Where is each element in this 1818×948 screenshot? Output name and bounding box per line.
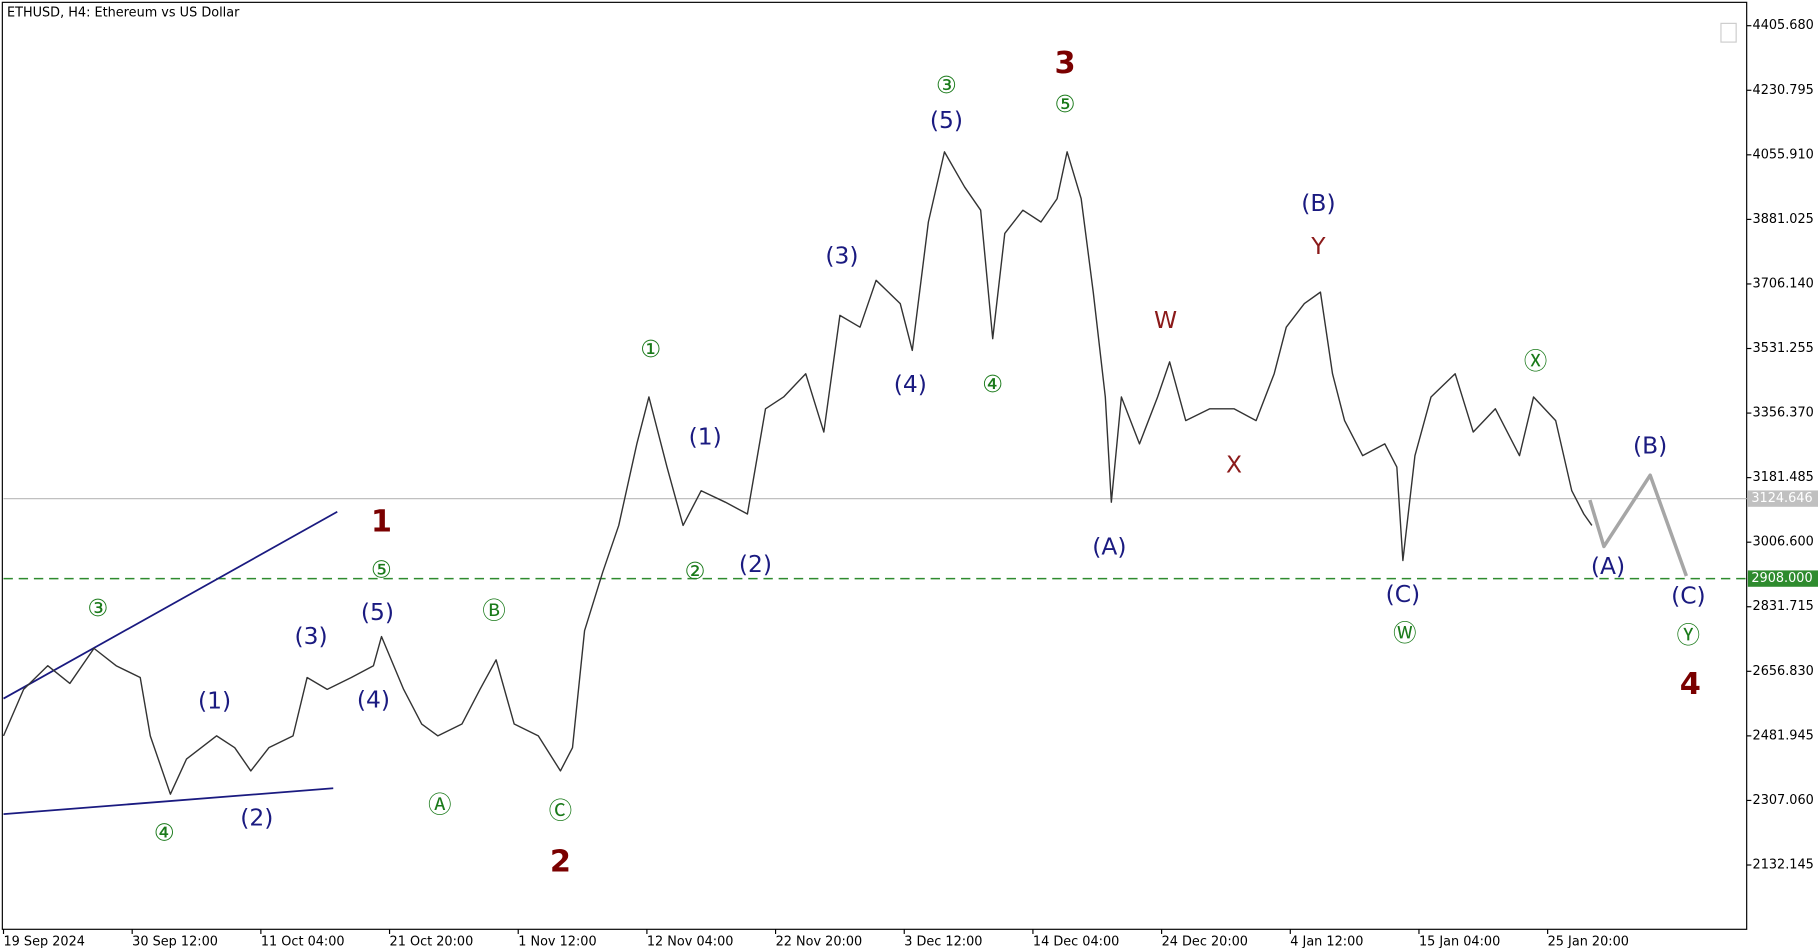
y-tick-label: 4405.680 (1753, 18, 1814, 33)
wave-label: X (1226, 451, 1242, 479)
x-tick-label: 4 Jan 12:00 (1290, 935, 1363, 948)
wave-label: (B) (1633, 432, 1667, 460)
wave-label: (4) (357, 685, 390, 713)
wave-label: Ⓑ (482, 596, 505, 624)
trendline (3, 511, 338, 700)
y-tick-label: 4230.795 (1753, 83, 1814, 98)
y-tick-label: 4055.910 (1753, 147, 1814, 162)
wave-label: Ⓨ (1677, 621, 1700, 649)
price-level-label: 2908.000 (1751, 571, 1812, 586)
wave-label: ⑤ (371, 556, 392, 584)
wave-label: (C) (1386, 580, 1421, 608)
wave-label: (3) (825, 242, 858, 270)
toolbar-icon[interactable] (1720, 22, 1737, 43)
price-level-box (1747, 570, 1818, 587)
price-level-box (1747, 490, 1818, 507)
x-tick-label: 19 Sep 2024 (4, 935, 85, 948)
wave-label: 3 (1055, 46, 1076, 81)
wave-label: Ⓐ (428, 790, 451, 818)
wave-label: (1) (689, 422, 722, 450)
wave-label: Ⓧ (1524, 347, 1547, 375)
wave-label: ③ (936, 71, 957, 99)
y-tick-label: 2481.945 (1753, 728, 1814, 743)
wave-label: ④ (982, 370, 1003, 398)
x-tick-label: 15 Jan 04:00 (1419, 935, 1500, 948)
wave-label: 4 (1680, 667, 1701, 702)
wave-label: (4) (894, 370, 927, 398)
wave-label: 2 (550, 845, 571, 880)
y-tick-label: 2656.830 (1753, 664, 1814, 679)
price-line (2, 151, 1593, 795)
wave-label: Ⓦ (1393, 619, 1416, 647)
wave-label: 1 (371, 505, 392, 540)
y-tick-label: 3181.485 (1753, 470, 1814, 485)
y-tick-label: 2132.145 (1753, 858, 1814, 873)
y-tick-label: 2307.060 (1753, 793, 1814, 808)
chart-title: ETHUSD, H4: Ethereum vs US Dollar (7, 5, 240, 20)
wave-label: ⑤ (1055, 90, 1076, 118)
wave-label: Y (1310, 232, 1326, 260)
x-tick-label: 25 Jan 20:00 (1548, 935, 1629, 948)
wave-label: (B) (1301, 189, 1335, 217)
trendline (3, 787, 334, 815)
x-tick-label: 21 Oct 20:00 (390, 935, 474, 948)
x-tick-label: 22 Nov 20:00 (776, 935, 863, 948)
x-tick-label: 24 Dec 20:00 (1162, 935, 1248, 948)
x-tick-label: 3 Dec 12:00 (904, 935, 982, 948)
wave-label: (A) (1092, 532, 1126, 560)
wave-label: W (1154, 306, 1177, 334)
wave-label: (2) (240, 803, 273, 831)
y-tick-label: 3356.370 (1753, 406, 1814, 421)
wave-label: (C) (1671, 582, 1706, 610)
forecast-line (1588, 473, 1689, 577)
y-tick-label: 3531.255 (1753, 341, 1814, 356)
plot-frame (1, 1, 1748, 930)
wave-label: Ⓒ (549, 796, 572, 824)
y-tick-label: 3006.600 (1753, 535, 1814, 550)
wave-label: (5) (361, 598, 394, 626)
x-tick-label: 30 Sep 12:00 (132, 935, 218, 948)
wave-label: (A) (1591, 552, 1625, 580)
wave-label: (3) (295, 622, 328, 650)
y-tick-label: 2831.715 (1753, 599, 1814, 614)
wave-label: (5) (930, 106, 963, 134)
x-tick-label: 12 Nov 04:00 (647, 935, 734, 948)
y-tick-label: 3881.025 (1753, 212, 1814, 227)
x-tick-label: 11 Oct 04:00 (261, 935, 345, 948)
wave-label: ② (685, 557, 706, 585)
wave-label: ① (640, 335, 661, 363)
wave-label: ④ (154, 819, 175, 847)
x-tick-label: 14 Dec 04:00 (1033, 935, 1119, 948)
wave-label: (2) (739, 550, 772, 578)
x-tick-label: 1 Nov 12:00 (518, 935, 596, 948)
price-level-label: 3124.646 (1751, 491, 1812, 506)
wave-label: (1) (198, 686, 231, 714)
y-tick-label: 3706.140 (1753, 276, 1814, 291)
wave-label: ③ (88, 594, 109, 622)
